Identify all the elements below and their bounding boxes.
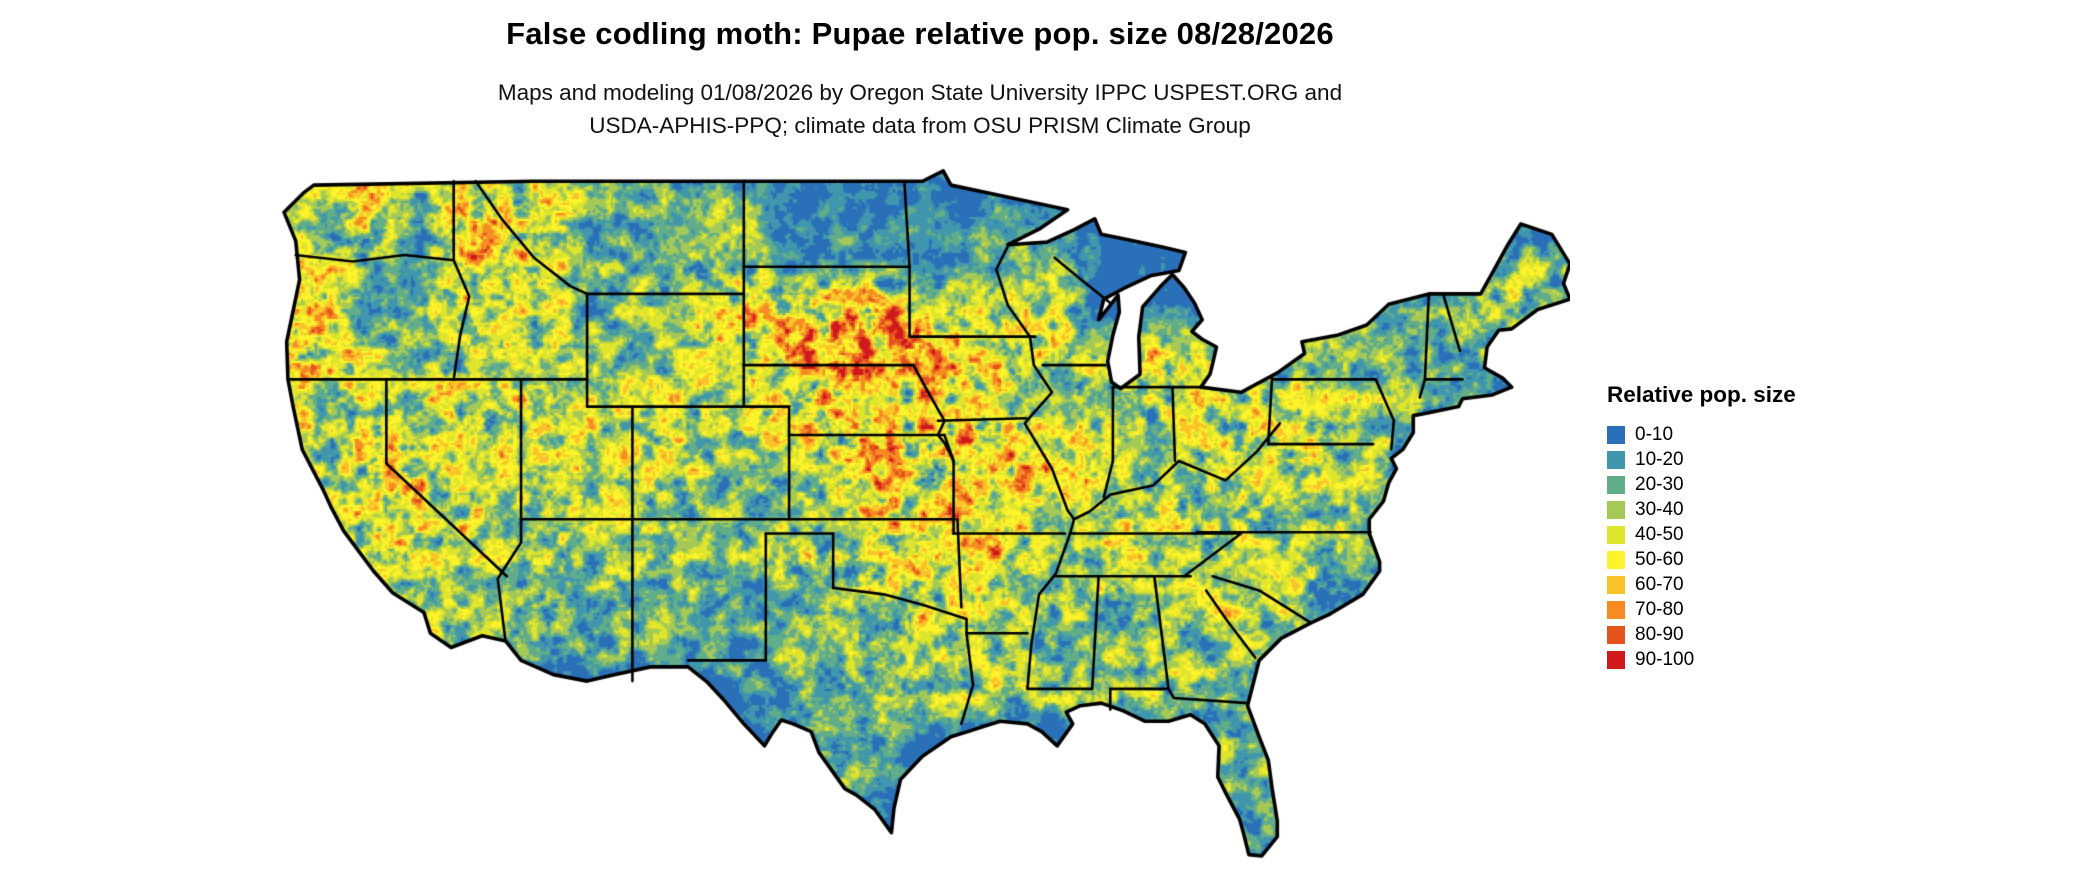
map-subtitle-line2: USDA-APHIS-PPQ; climate data from OSU PR… <box>589 113 1251 138</box>
legend-label: 10-20 <box>1635 448 1684 470</box>
legend-item: 40-50 <box>1607 522 1837 547</box>
map-header: False codling moth: Pupae relative pop. … <box>0 16 1840 142</box>
legend-swatch <box>1607 650 1625 669</box>
legend-label: 20-30 <box>1635 473 1684 495</box>
legend-label: 60-70 <box>1635 573 1684 595</box>
legend: Relative pop. size 0-10 10-20 20-30 30-40 40… <box>1607 382 1837 672</box>
legend-title: Relative pop. size <box>1607 382 1796 407</box>
legend-swatch <box>1607 625 1625 644</box>
legend-item: 10-20 <box>1607 447 1837 472</box>
legend-item: 60-70 <box>1607 572 1837 597</box>
legend-item: 70-80 <box>1607 597 1837 622</box>
legend-label: 50-60 <box>1635 548 1684 570</box>
legend-label: 70-80 <box>1635 598 1684 620</box>
legend-label: 40-50 <box>1635 523 1684 545</box>
map-subtitle-line1: Maps and modeling 01/08/2026 by Oregon S… <box>497 80 1343 105</box>
legend-swatch <box>1607 500 1625 519</box>
legend-swatch <box>1607 525 1625 544</box>
legend-item: 0-10 <box>1607 422 1837 447</box>
legend-swatch <box>1607 575 1625 594</box>
legend-item: 20-30 <box>1607 472 1837 497</box>
legend-items: 0-10 10-20 20-30 30-40 40-50 50-60 60-70 70-80 8… <box>1607 422 1837 672</box>
legend-item: 80-90 <box>1607 622 1837 647</box>
map-subtitle: Maps and modeling 01/08/2026 by Oregon S… <box>0 76 1840 142</box>
legend-swatch <box>1607 475 1625 494</box>
legend-label: 80-90 <box>1635 623 1684 645</box>
legend-label: 0-10 <box>1635 423 1674 445</box>
map-title: False codling moth: Pupae relative pop. … <box>506 16 1334 51</box>
us-heatmap <box>275 167 1570 889</box>
legend-item: 90-100 <box>1607 647 1837 672</box>
legend-swatch <box>1607 550 1625 569</box>
legend-label: 90-100 <box>1635 648 1695 670</box>
legend-swatch <box>1607 600 1625 619</box>
legend-item: 50-60 <box>1607 547 1837 572</box>
us-map-canvas <box>275 167 1570 889</box>
legend-label: 30-40 <box>1635 498 1684 520</box>
legend-swatch <box>1607 425 1625 444</box>
legend-item: 30-40 <box>1607 497 1837 522</box>
legend-swatch <box>1607 450 1625 469</box>
